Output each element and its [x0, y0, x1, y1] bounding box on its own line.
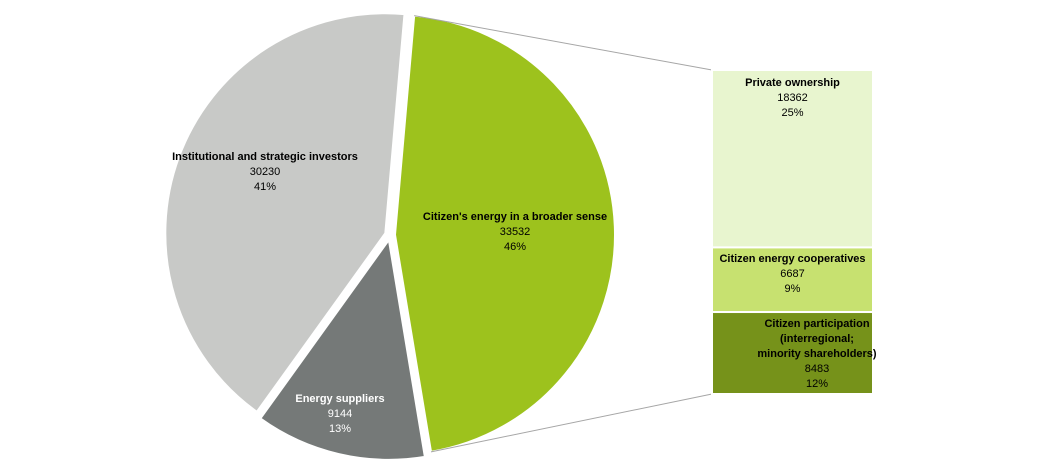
- slice-label: Private ownership 18362 25%: [712, 76, 873, 121]
- label-name: Private ownership: [745, 77, 840, 89]
- slice-label: Energy suppliers 9144 13%: [280, 392, 400, 437]
- slice-label: Citizen's energy in a broader sense 33532…: [415, 210, 615, 255]
- label-name: Citizen's energy in a broader sense: [422, 211, 608, 223]
- bar-segment: [711, 311, 874, 395]
- pie-slice: [393, 14, 616, 453]
- label-share: 9%: [784, 283, 801, 296]
- label-name: Citizen energy cooperatives: [719, 253, 866, 266]
- bar-segment: [711, 246, 874, 314]
- pie-slice: [164, 12, 406, 414]
- label-name: Citizen participation (interregional; mi…: [757, 318, 877, 361]
- label-share: 13%: [328, 423, 352, 435]
- label-name: Energy suppliers: [295, 393, 385, 405]
- slice-label: Citizen energy cooperatives 6687 9%: [712, 252, 873, 297]
- label-value: 8483: [804, 363, 830, 376]
- slice-label: Citizen participation (interregional; mi…: [757, 317, 877, 392]
- label-share: 12%: [805, 378, 829, 391]
- label-share: 41%: [253, 181, 277, 193]
- connector-line: [430, 393, 713, 453]
- pie-slice: [258, 237, 427, 461]
- connector-line: [414, 15, 713, 71]
- label-name: Institutional and strategic investors: [172, 151, 358, 163]
- label-value: 6687: [780, 268, 805, 281]
- label-value: 33532: [499, 226, 531, 238]
- slice-label: Institutional and strategic investors 302…: [150, 150, 380, 195]
- label-share: 46%: [503, 241, 527, 253]
- label-share: 25%: [781, 107, 804, 119]
- label-value: 9144: [327, 408, 353, 420]
- label-value: 18362: [777, 92, 808, 104]
- label-value: 30230: [249, 166, 281, 178]
